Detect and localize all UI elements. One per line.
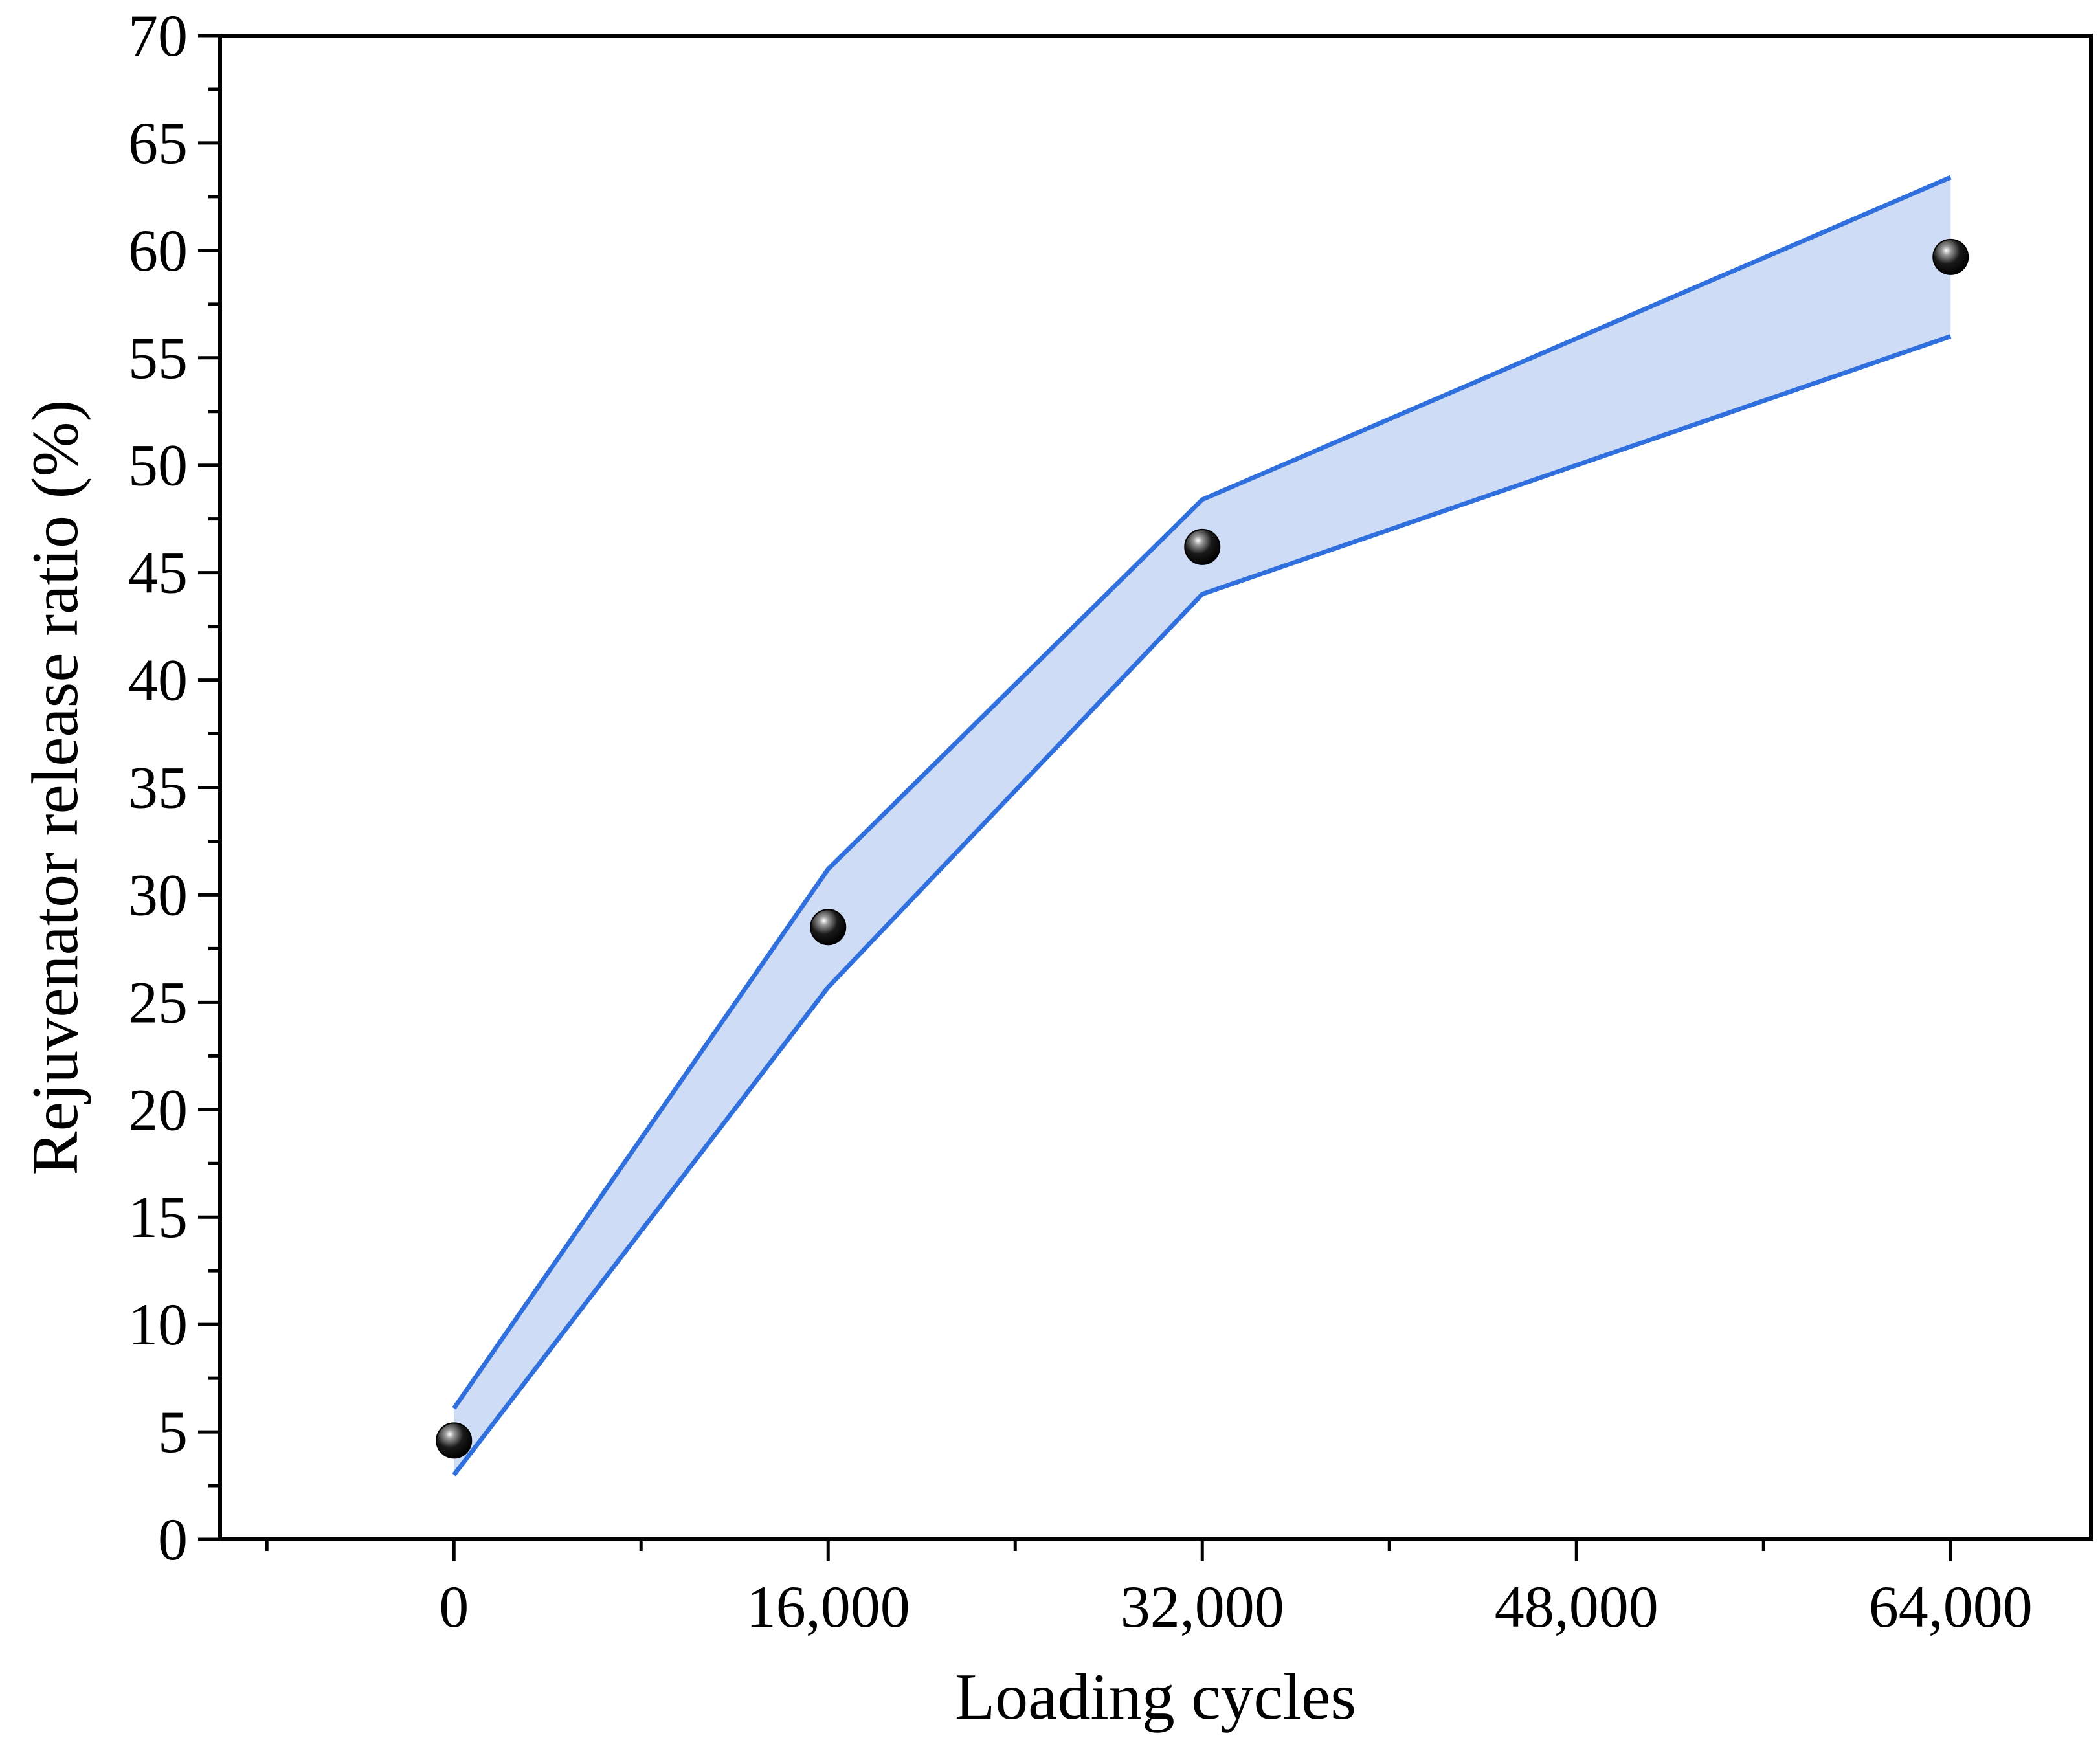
band-lower-line [452, 334, 1952, 1477]
y-tick-label: 25 [128, 969, 188, 1035]
data-point [1184, 528, 1221, 565]
band-upper-line [452, 175, 1952, 1410]
x-tick-label: 16,000 [746, 1574, 910, 1640]
x-tick-label: 0 [439, 1574, 469, 1640]
y-tick-label: 10 [128, 1291, 188, 1357]
y-tick-label: 65 [128, 110, 188, 176]
data-points [436, 238, 1969, 1459]
confidence-band [452, 175, 1952, 1477]
x-axis-title: Loading cycles [955, 1660, 1356, 1734]
y-tick-label: 0 [158, 1506, 188, 1572]
y-tick-label: 20 [128, 1076, 188, 1143]
axis-labels: Loading cycles Rejuvenator release ratio… [19, 400, 1356, 1734]
y-tick-label: 60 [128, 217, 188, 284]
y-tick-label: 55 [128, 325, 188, 391]
data-point [810, 909, 847, 946]
band-fill [454, 177, 1951, 1475]
axes: 0 5 10 15 20 25 30 35 40 45 50 55 60 65 70 0 16,000 32,00… [128, 3, 2093, 1640]
data-point [436, 1422, 473, 1459]
y-tick-label: 40 [128, 647, 188, 713]
y-tick-label: 70 [128, 3, 188, 69]
x-tick-label: 64,000 [1869, 1574, 2033, 1640]
y-axis-title: Rejuvenator release ratio (%) [19, 400, 92, 1176]
x-tick-label: 48,000 [1495, 1574, 1659, 1640]
data-point [1932, 238, 1969, 275]
x-tick-label: 32,000 [1121, 1574, 1284, 1640]
y-tick-label: 50 [128, 432, 188, 498]
y-tick-label: 35 [128, 755, 188, 821]
y-tick-label: 15 [128, 1184, 188, 1250]
y-tick-label: 45 [128, 540, 188, 606]
y-tick-label: 30 [128, 862, 188, 928]
y-tick-label: 5 [158, 1399, 188, 1465]
